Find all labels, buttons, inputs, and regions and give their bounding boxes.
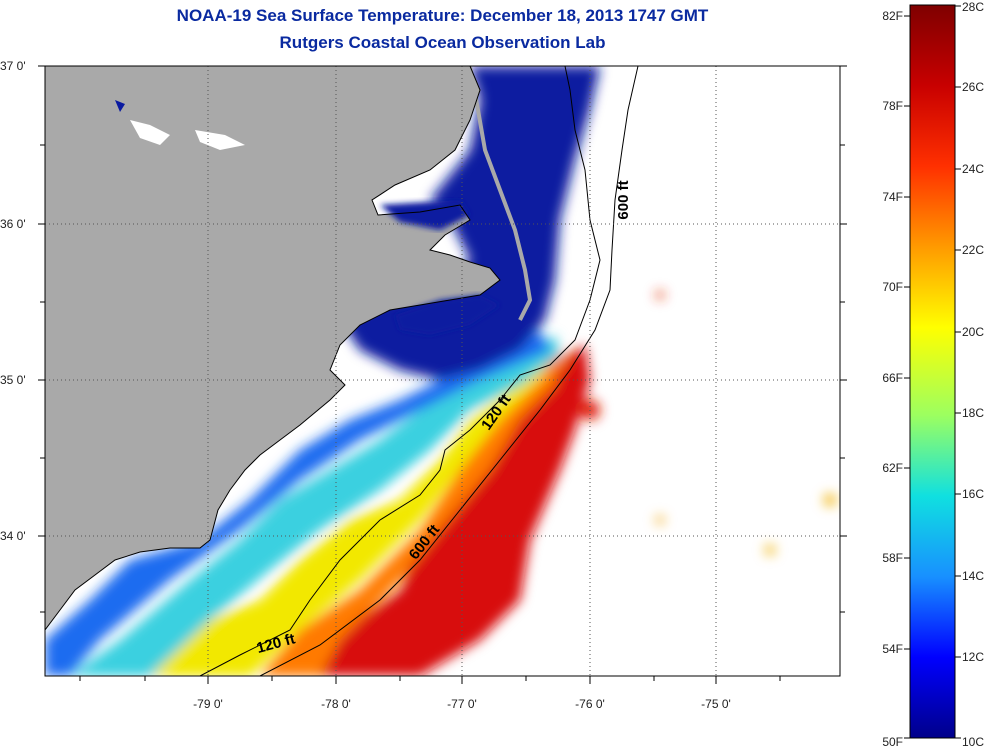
- colorbar: [909, 4, 956, 739]
- colorbar-c-label: 16C: [962, 487, 984, 501]
- colorbar-c-label: 22C: [962, 243, 984, 257]
- lat-label: 37 0': [0, 59, 26, 73]
- colorbar-ticks: [904, 5, 961, 739]
- colorbar-f-label: 70F: [882, 280, 903, 294]
- colorbar-f-label: 62F: [882, 461, 903, 475]
- lon-label: -77 0': [447, 697, 477, 711]
- contour-120ft: [199, 66, 601, 676]
- colorbar-f-label: 82F: [882, 9, 903, 23]
- lat-label: 35 0': [0, 373, 26, 387]
- colorbar-c-label: 24C: [962, 162, 984, 176]
- colorbar-f-label: 78F: [882, 99, 903, 113]
- colorbar-f-label: 74F: [882, 190, 903, 204]
- graticule: [45, 66, 840, 676]
- contour-label-600ft: 600 ft: [615, 180, 632, 219]
- colorbar-c-label: 12C: [962, 650, 984, 664]
- lon-label: -78 0': [321, 697, 351, 711]
- contour-600ft: [259, 66, 639, 676]
- sst-field: [45, 66, 836, 676]
- colorbar-f-label: 58F: [882, 551, 903, 565]
- lon-label: -76 0': [575, 697, 605, 711]
- axis-ticks: [38, 65, 847, 684]
- colorbar-c-label: 18C: [962, 406, 984, 420]
- colorbar-f-label: 54F: [882, 642, 903, 656]
- lon-label: -75 0': [701, 697, 731, 711]
- map-title: NOAA-19 Sea Surface Temperature: Decembe…: [176, 6, 709, 25]
- lat-label: 36 0': [0, 217, 26, 231]
- colorbar-c-label: 28C: [962, 0, 984, 14]
- lat-label: 34 0': [0, 529, 26, 543]
- colorbar-c-label: 14C: [962, 569, 984, 583]
- colorbar-c-label: 26C: [962, 80, 984, 94]
- colorbar-f-label: 50F: [882, 735, 903, 749]
- colorbar-c-label: 10C: [962, 735, 984, 749]
- colorbar-c-label: 20C: [962, 325, 984, 339]
- land-mass: [45, 66, 500, 630]
- map-subtitle: Rutgers Coastal Ocean Observation Lab: [279, 33, 606, 52]
- lon-label: -79 0': [193, 697, 223, 711]
- colorbar-f-label: 66F: [882, 371, 903, 385]
